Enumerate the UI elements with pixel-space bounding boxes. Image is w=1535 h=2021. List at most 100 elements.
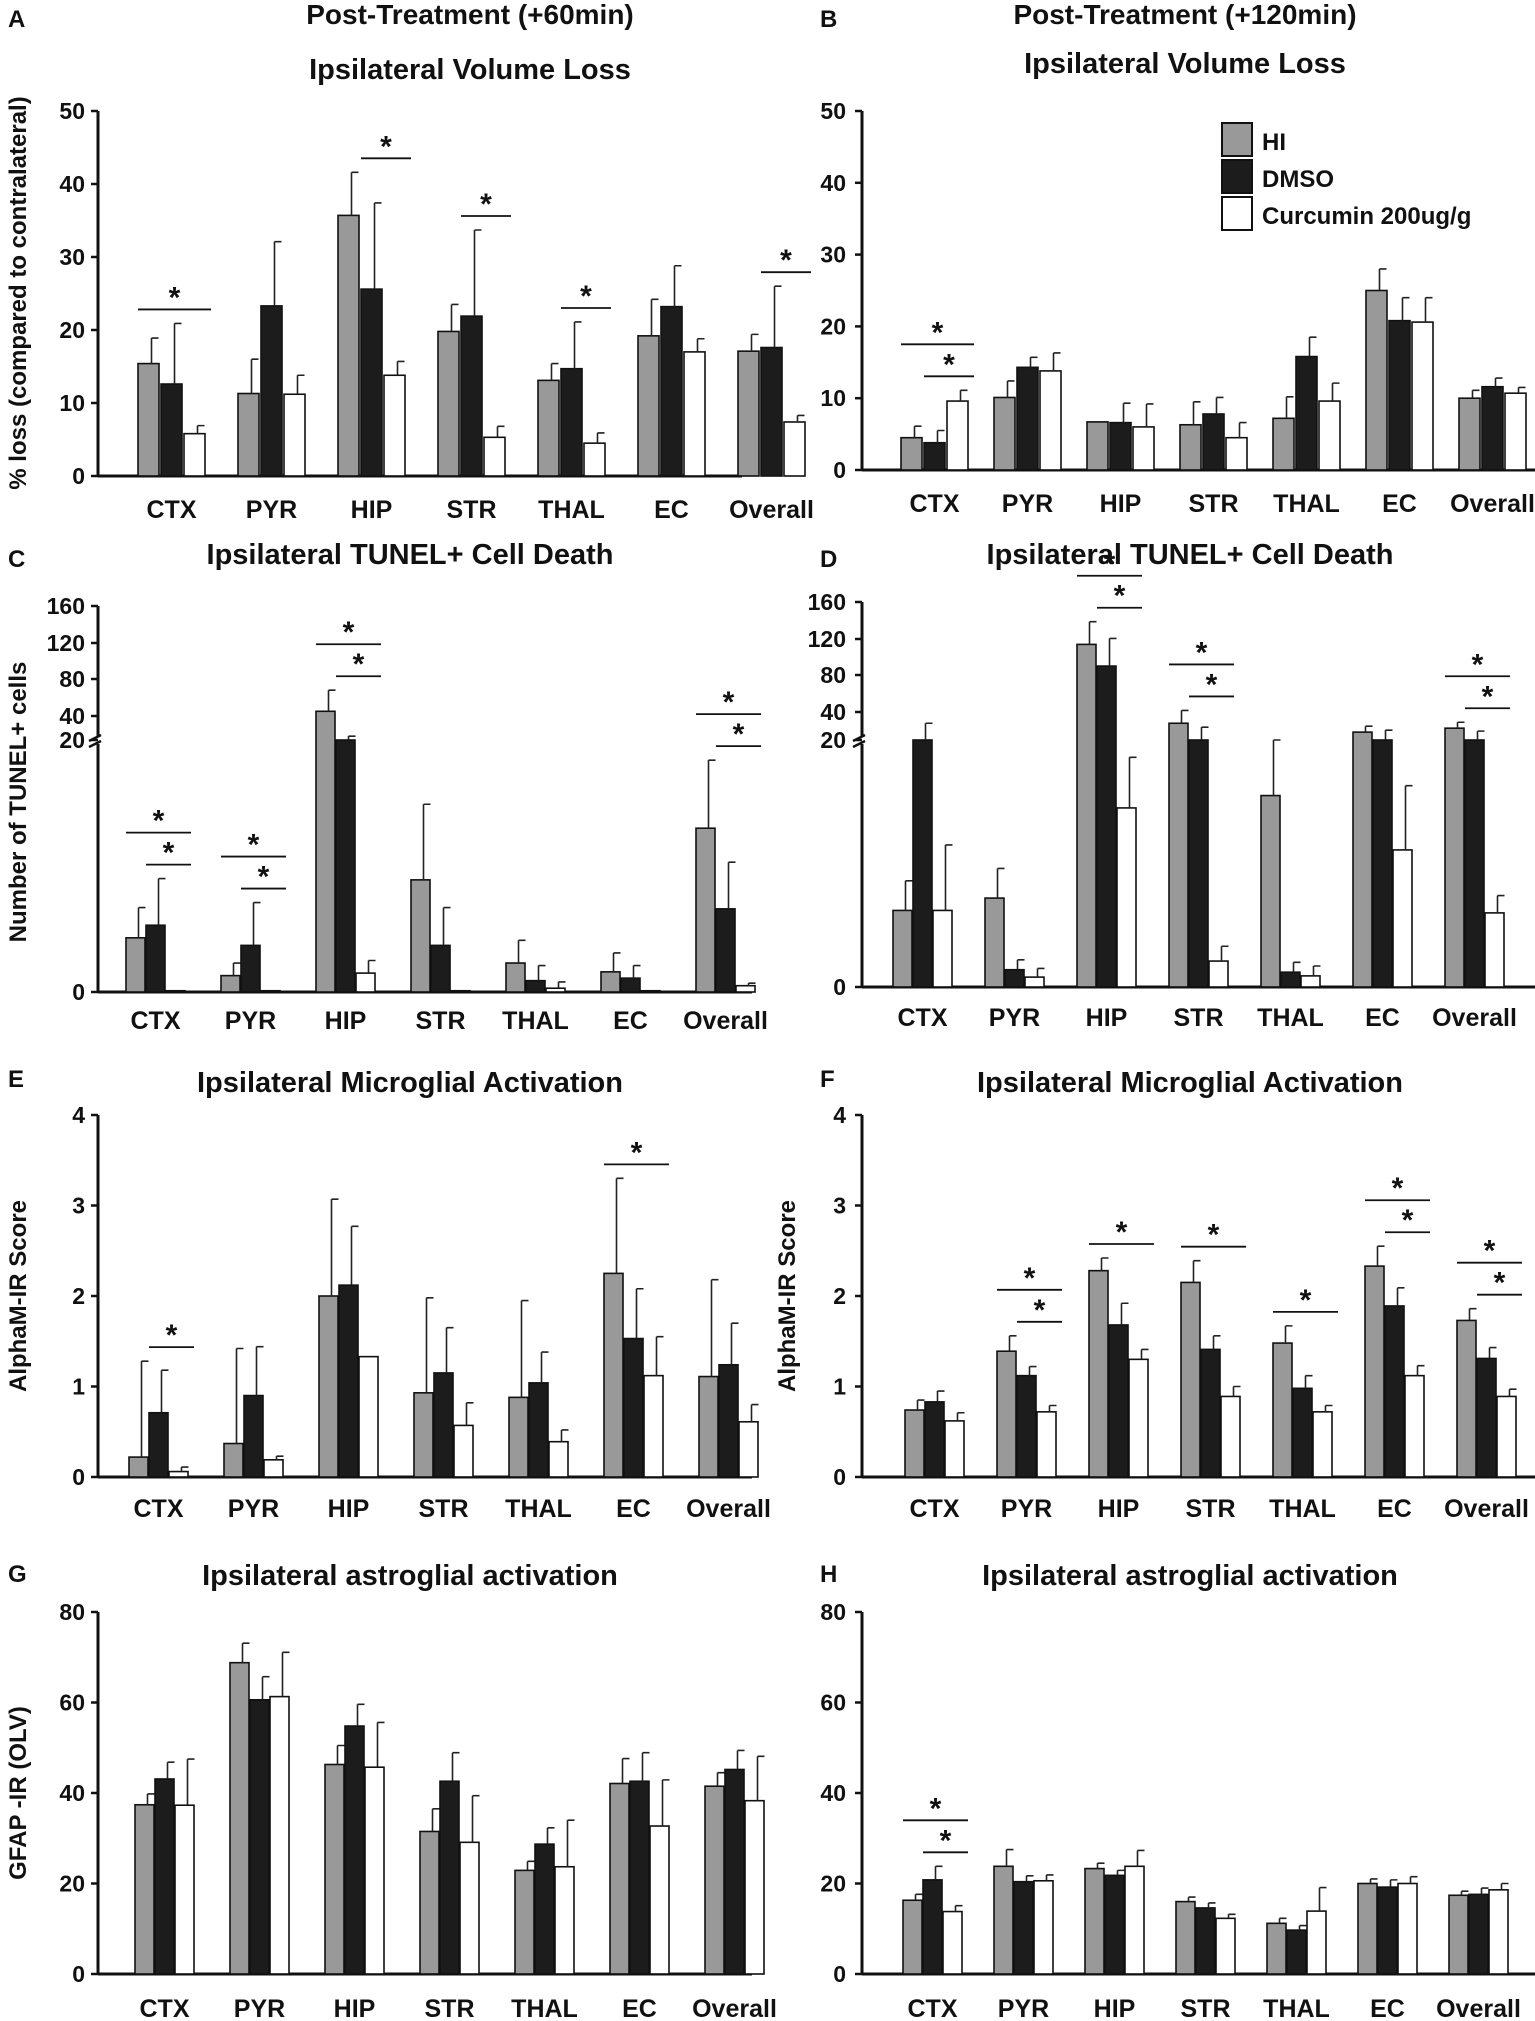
bar-dmso-str xyxy=(439,1780,460,1975)
error-bar-curcumin-200ug-g-ctx xyxy=(186,1758,195,1806)
x-category-label: CTX xyxy=(898,1004,948,1032)
x-category-label: Overall xyxy=(686,1495,771,1523)
bar-curcumin-200ug-g-hip xyxy=(1124,1865,1145,1975)
y-tick-label: 1 xyxy=(833,1374,846,1400)
error-bar-dmso-thal xyxy=(540,1351,549,1383)
error-bar-dmso-pyr xyxy=(1016,959,1025,970)
bar-hi-hip xyxy=(1088,1269,1109,1478)
bar-hi-thal xyxy=(537,379,560,477)
error-bar-hi-thal xyxy=(1285,395,1294,419)
x-category-label: CTX xyxy=(140,1995,190,2021)
error-bar-curcumin-200ug-g-thal xyxy=(566,1819,575,1867)
error-bar-hi-pyr xyxy=(1008,1335,1017,1352)
bar-hi-ctx xyxy=(900,436,923,471)
bar-dmso-hip xyxy=(1104,1874,1125,1975)
y-tick-label: 0 xyxy=(833,1464,846,1490)
y-tick-label: 10 xyxy=(820,385,846,411)
error-bar-dmso-str xyxy=(442,906,451,946)
bar-hi-overall xyxy=(1448,1894,1469,1975)
bar-hi-ctx xyxy=(137,362,160,477)
y-tick-label: 80 xyxy=(820,1599,846,1625)
bar-hi-hip xyxy=(1086,421,1109,471)
bar-hi-overall xyxy=(737,350,760,477)
y-tick-label: 20 xyxy=(59,317,85,343)
bar-dmso-overall xyxy=(1468,1893,1489,1975)
bar-curcumin-200ug-g-hip xyxy=(383,374,406,477)
error-bar-curcumin-200ug-g-ec xyxy=(661,1779,670,1827)
bar-hi-ctx xyxy=(128,1456,149,1478)
error-bar-hi-hip xyxy=(1096,1862,1105,1869)
error-bar-curcumin-200ug-g-overall xyxy=(756,1755,765,1801)
error-bar-hi-overall xyxy=(710,1278,719,1377)
error-bar-hi-ctx xyxy=(913,425,922,438)
error-bar-dmso-thal xyxy=(573,321,582,369)
bar-curcumin-200ug-g-str xyxy=(483,436,506,477)
x-category-label: THAL xyxy=(1257,1004,1324,1032)
error-bar-curcumin-200ug-g-pyr xyxy=(1036,967,1045,978)
significance-star: * xyxy=(940,1824,952,1857)
bar-dmso-ec xyxy=(1372,739,1393,988)
y-tick-label: 0 xyxy=(72,463,85,489)
x-category-label: Overall xyxy=(1450,490,1535,518)
panel-label: C xyxy=(8,546,25,573)
bar-curcumin-200ug-g-hip xyxy=(358,1355,379,1478)
error-bar-dmso-pyr xyxy=(255,1345,264,1396)
error-bar-hi-ctx xyxy=(914,1893,923,1901)
significance-star: * xyxy=(1034,1294,1046,1327)
y-tick-label: 0 xyxy=(833,974,846,1000)
error-bar-dmso-thal xyxy=(1308,336,1317,357)
error-bar-curcumin-200ug-g-ctx xyxy=(956,1411,965,1421)
error-bar-hi-hip xyxy=(327,689,336,712)
panel-label: A xyxy=(8,6,25,33)
error-bar-curcumin-200ug-g-hip xyxy=(1136,1849,1145,1867)
panel-f: F Ipsilateral Microglial Activation AlphaM… xyxy=(774,1066,1535,1523)
x-category-label: PYR xyxy=(225,1007,276,1035)
panel-header: Post-Treatment (+60min) xyxy=(306,0,634,30)
bar-curcumin-200ug-g-hip xyxy=(1132,426,1155,471)
error-bar-hi-str xyxy=(1180,709,1189,724)
error-bar-curcumin-200ug-g-str xyxy=(1232,1385,1241,1397)
x-category-label: Overall xyxy=(1444,1495,1529,1523)
bar-dmso-hip xyxy=(1108,1324,1129,1478)
panel-header: Post-Treatment (+120min) xyxy=(1013,0,1356,30)
y-tick-label: 20 xyxy=(820,313,846,339)
bar-curcumin-200ug-g-hip xyxy=(1116,807,1137,988)
significance-star: * xyxy=(1116,1216,1128,1249)
error-bar-dmso-hip xyxy=(373,202,382,290)
error-bar-hi-ctx xyxy=(150,337,159,364)
x-category-label: Overall xyxy=(1436,1995,1521,2021)
x-category-label: EC xyxy=(654,496,689,524)
y-tick-label: 40 xyxy=(59,171,85,197)
bar-hi-thal xyxy=(1266,1922,1287,1975)
y-axis-label: % loss (compared to contralateral) xyxy=(5,96,32,489)
error-bar-hi-hip xyxy=(1100,1257,1109,1271)
bar-hi-hip xyxy=(1076,643,1097,988)
error-bar-hi-ec xyxy=(615,1177,624,1274)
error-bar-curcumin-200ug-g-overall xyxy=(747,982,756,986)
bar-dmso-ec xyxy=(1384,1305,1405,1478)
error-bar-dmso-ec xyxy=(641,1751,650,1782)
bar-hi-overall xyxy=(704,1785,725,1975)
y-tick-label: 0 xyxy=(72,1464,85,1490)
error-bar-dmso-ec xyxy=(635,1287,644,1339)
bar-dmso-thal xyxy=(1280,971,1301,988)
bar-curcumin-200ug-g-ctx xyxy=(183,432,206,477)
bar-dmso-ec xyxy=(1377,1886,1398,1975)
error-bar-hi-str xyxy=(1192,1259,1201,1283)
bar-dmso-hip xyxy=(344,1725,365,1975)
bar-hi-pyr xyxy=(237,392,260,477)
significance-star: * xyxy=(153,805,165,838)
y-tick-label: 50 xyxy=(820,98,846,124)
significance-star: * xyxy=(723,686,735,719)
error-bar-curcumin-200ug-g-overall xyxy=(1517,386,1526,394)
bar-curcumin-200ug-g-overall xyxy=(1504,392,1527,471)
error-bar-curcumin-200ug-g-pyr xyxy=(1045,1874,1054,1881)
bar-hi-pyr xyxy=(223,1442,244,1478)
x-category-label: THAL xyxy=(1263,1995,1330,2021)
x-category-label: Overall xyxy=(729,496,814,524)
legend: HI DMSO Curcumin 200ug/g xyxy=(1221,122,1471,231)
bar-hi-ctx xyxy=(904,1409,925,1478)
error-bar-dmso-pyr xyxy=(1029,356,1038,368)
chart-title: Ipsilateral TUNEL+ Cell Death xyxy=(987,539,1394,571)
error-bar-curcumin-200ug-g-thal xyxy=(560,1429,569,1442)
